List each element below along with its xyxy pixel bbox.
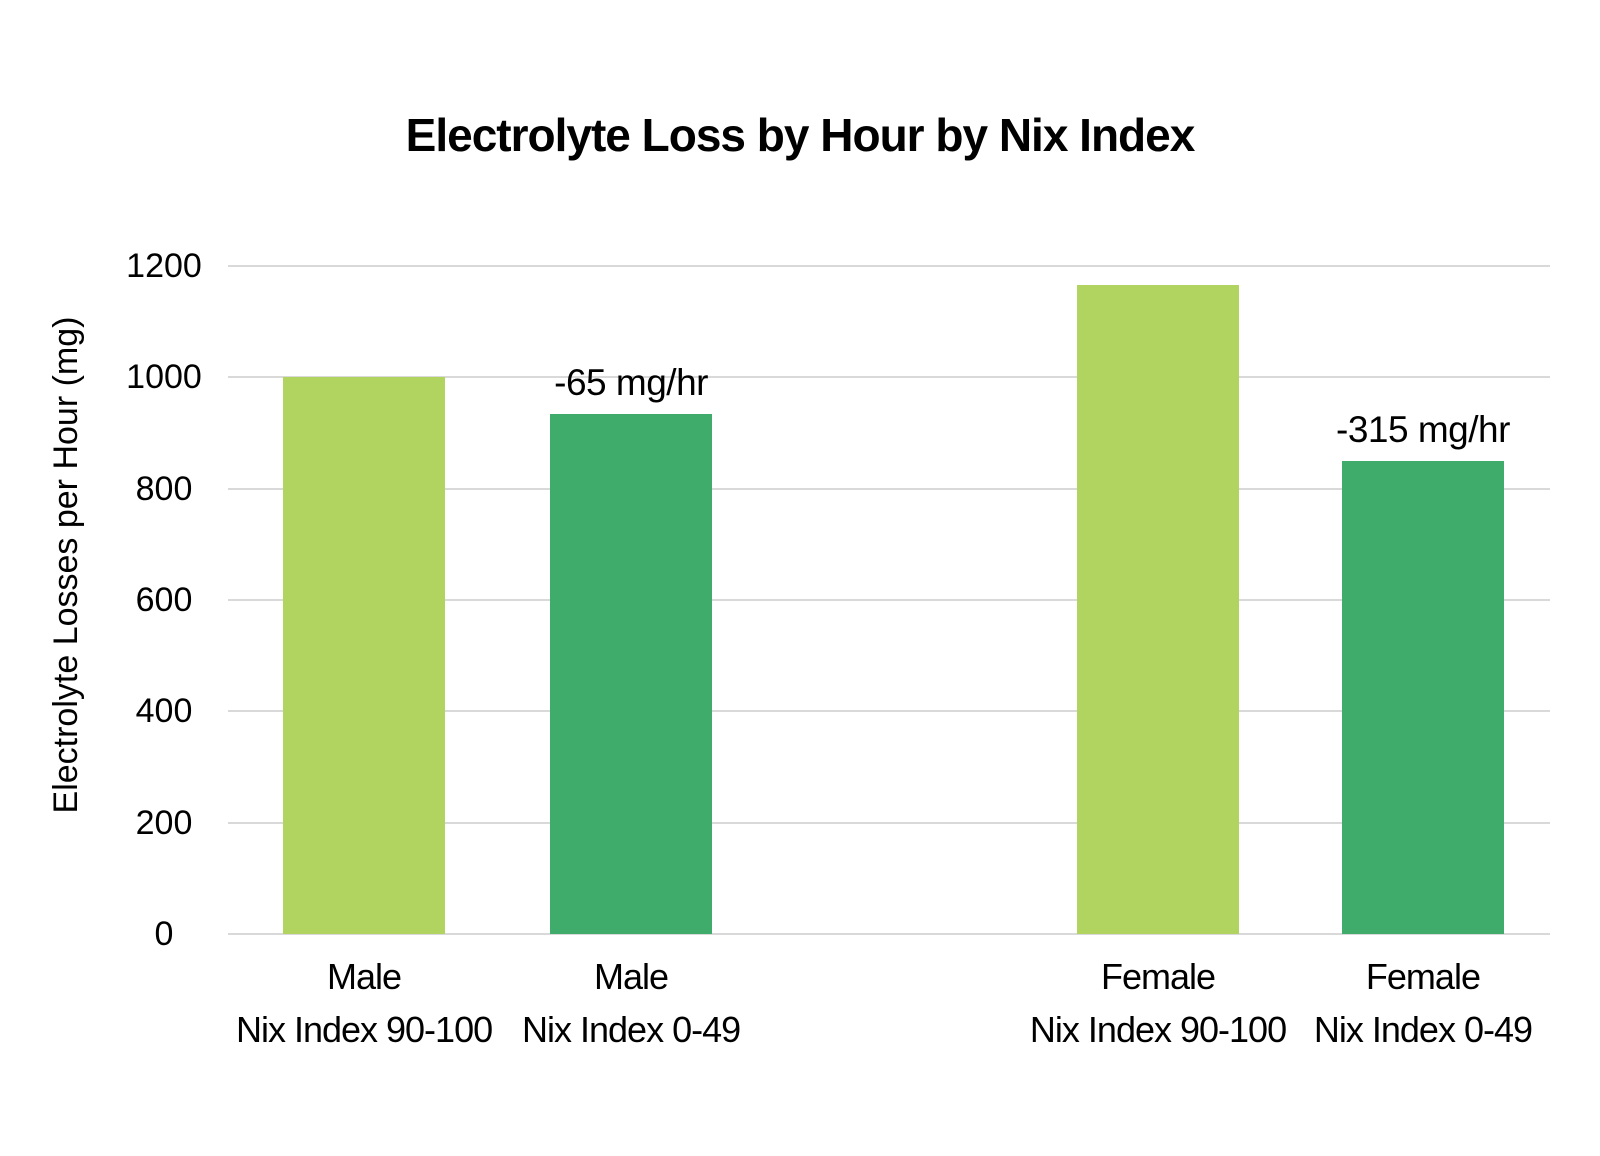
gridline-y-800: [228, 487, 1550, 490]
gridline-y-1200: [228, 265, 1550, 267]
x-label-range-male-nix-index-90-100: Nix Index 90-100: [235, 1009, 493, 1050]
chart-title: Electrolyte Loss by Hour by Nix Index: [405, 109, 1196, 161]
y-tick-label-1000: 1000: [126, 358, 202, 397]
x-tick-label-male-nix-index-90-100: Male Nix Index 90-100: [235, 950, 493, 1056]
annotation-female-nix-index-0-49: -315 mg/hr: [1335, 408, 1510, 450]
x-tick-label-female-nix-index-90-100: Female Nix Index 90-100: [1029, 950, 1287, 1056]
annotation-male-nix-index-0-49: -65 mg/hr: [554, 361, 708, 403]
gridline-y-1000: [228, 376, 1550, 379]
bar-female-nix-index-0-49: [1342, 460, 1504, 934]
y-axis-title: Electrolyte Losses per Hour (mg): [47, 316, 85, 814]
gridline-y-0: [228, 933, 1550, 935]
x-tick-label-female-nix-index-0-49: Female Nix Index 0-49: [1313, 950, 1533, 1056]
x-label-group-male-nix-index-90-100: Male: [327, 956, 402, 997]
y-tick-label-0: 0: [154, 915, 174, 953]
x-label-range-male-nix-index-0-49: Nix Index 0-49: [522, 1009, 741, 1050]
x-tick-label-male-nix-index-0-49: Male Nix Index 0-49: [522, 950, 741, 1056]
y-tick-label-800: 800: [135, 469, 193, 508]
y-tick-label-200: 200: [135, 803, 193, 842]
y-tick-label-1200: 1200: [126, 247, 202, 285]
x-label-group-male-nix-index-0-49: Male: [594, 956, 669, 997]
bar-female-nix-index-90-100: [1077, 285, 1239, 934]
y-tick-label-600: 600: [135, 581, 193, 619]
plot-area: 0 200 400 600 800 1000 1200 Male Nix Index 90-10…: [126, 249, 1550, 1050]
gridline-y-400: [228, 710, 1550, 713]
bar-male-nix-index-90-100: [283, 377, 445, 934]
x-label-group-female-nix-index-0-49: Female: [1365, 956, 1481, 997]
gridline-y-600: [228, 599, 1550, 601]
gridline-y-200: [228, 821, 1550, 824]
y-tick-label-400: 400: [135, 692, 193, 731]
x-label-group-female-nix-index-90-100: Female: [1100, 956, 1216, 997]
x-label-range-female-nix-index-90-100: Nix Index 90-100: [1029, 1009, 1287, 1050]
x-label-range-female-nix-index-0-49: Nix Index 0-49: [1313, 1009, 1533, 1050]
bar-male-nix-index-0-49: [550, 413, 712, 934]
